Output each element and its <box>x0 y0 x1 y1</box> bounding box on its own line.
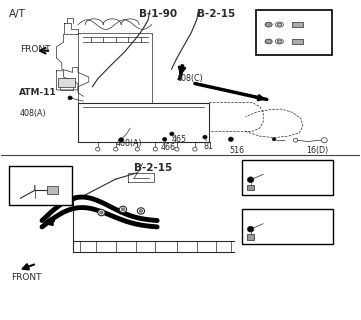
Circle shape <box>139 209 143 212</box>
Text: 408(A): 408(A) <box>116 139 142 148</box>
Circle shape <box>193 147 197 151</box>
Text: 242: 242 <box>269 173 284 182</box>
Ellipse shape <box>277 23 282 26</box>
Text: 408(C): 408(C) <box>177 74 204 83</box>
Ellipse shape <box>277 40 282 43</box>
Text: A/T: A/T <box>9 9 26 19</box>
Bar <box>58 78 75 87</box>
Text: 465: 465 <box>171 134 187 143</box>
Text: 188: 188 <box>31 194 46 203</box>
Circle shape <box>96 147 100 151</box>
Text: 408(A): 408(A) <box>19 109 46 118</box>
Circle shape <box>175 147 179 151</box>
Text: B-2-15: B-2-15 <box>134 163 172 173</box>
Circle shape <box>137 208 144 214</box>
Text: 16(D): 16(D) <box>306 146 329 155</box>
Bar <box>292 39 303 44</box>
Text: FRONT: FRONT <box>12 273 42 282</box>
Circle shape <box>114 147 118 151</box>
Circle shape <box>162 137 167 141</box>
Text: B-2-15: B-2-15 <box>197 9 235 19</box>
Text: FRONT: FRONT <box>21 45 51 54</box>
Circle shape <box>121 208 125 211</box>
Circle shape <box>98 209 105 216</box>
Circle shape <box>247 226 254 232</box>
Circle shape <box>203 135 207 139</box>
Ellipse shape <box>265 39 272 44</box>
Bar <box>247 185 254 190</box>
Bar <box>292 22 303 27</box>
Text: 466: 466 <box>161 143 176 152</box>
Bar <box>242 160 333 195</box>
Text: 81: 81 <box>204 142 214 151</box>
Text: ATM-11: ATM-11 <box>19 88 57 97</box>
Circle shape <box>247 177 254 183</box>
Ellipse shape <box>265 22 272 27</box>
Circle shape <box>321 138 327 143</box>
Bar <box>256 10 331 55</box>
Bar <box>47 186 58 194</box>
Circle shape <box>170 132 174 136</box>
Circle shape <box>119 206 127 212</box>
Circle shape <box>135 147 139 151</box>
Ellipse shape <box>275 22 283 27</box>
Circle shape <box>272 138 276 141</box>
Text: 38(A): 38(A) <box>286 43 307 52</box>
Text: 516: 516 <box>229 146 244 155</box>
Text: B-1-90: B-1-90 <box>139 9 177 19</box>
Bar <box>247 234 254 240</box>
Circle shape <box>68 96 72 100</box>
Text: 334(B): 334(B) <box>267 235 293 244</box>
Text: 408(D): 408(D) <box>283 21 310 30</box>
Text: 334(A): 334(A) <box>267 184 293 193</box>
Circle shape <box>293 138 298 142</box>
Bar <box>242 209 333 244</box>
Bar <box>9 166 71 204</box>
Circle shape <box>119 138 124 142</box>
Circle shape <box>228 137 233 141</box>
Ellipse shape <box>275 39 283 44</box>
Circle shape <box>153 147 157 151</box>
Text: 242: 242 <box>269 224 284 233</box>
Circle shape <box>100 211 103 214</box>
